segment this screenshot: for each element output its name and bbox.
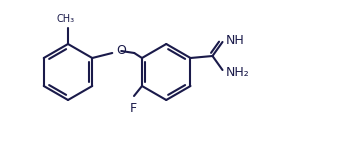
Text: CH₃: CH₃ xyxy=(57,14,75,24)
Text: O: O xyxy=(116,45,126,57)
Text: F: F xyxy=(129,102,137,115)
Text: NH: NH xyxy=(226,33,244,46)
Text: NH₂: NH₂ xyxy=(226,66,249,78)
